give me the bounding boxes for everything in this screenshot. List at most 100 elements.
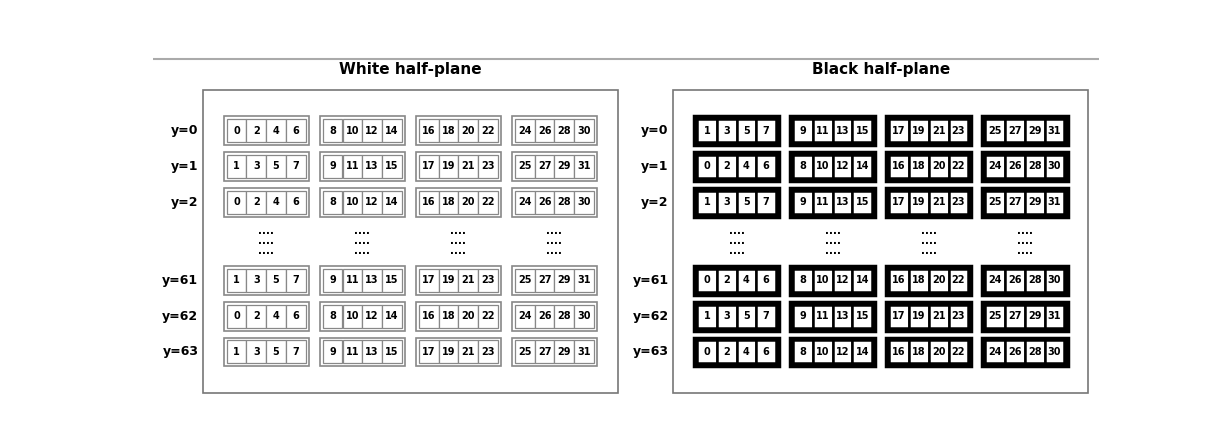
Text: 0: 0: [233, 311, 239, 321]
Bar: [479, 269, 498, 292]
Bar: [949, 305, 968, 327]
Text: 13: 13: [836, 311, 850, 321]
Bar: [415, 188, 501, 217]
Text: 11: 11: [816, 197, 829, 207]
Text: ....: ....: [547, 246, 563, 256]
Text: y=61: y=61: [632, 274, 669, 287]
Text: 16: 16: [422, 125, 436, 136]
Bar: [833, 269, 852, 292]
Bar: [982, 152, 1067, 181]
Text: 9: 9: [330, 276, 336, 285]
Text: 2: 2: [253, 311, 260, 321]
Text: 11: 11: [346, 276, 359, 285]
Text: 17: 17: [893, 125, 906, 136]
Bar: [756, 155, 777, 178]
Text: 23: 23: [481, 347, 495, 357]
Bar: [794, 191, 813, 214]
Bar: [479, 340, 498, 363]
Bar: [852, 155, 872, 178]
Text: 11: 11: [816, 311, 829, 321]
Bar: [415, 337, 501, 366]
Bar: [886, 188, 972, 217]
Bar: [363, 340, 382, 363]
Text: 2: 2: [723, 276, 730, 285]
Text: 1: 1: [703, 125, 711, 136]
Text: 0: 0: [703, 161, 711, 172]
Bar: [203, 90, 618, 392]
Text: 2: 2: [723, 161, 730, 172]
Bar: [227, 191, 247, 214]
Bar: [247, 305, 266, 327]
Bar: [852, 269, 872, 292]
Text: 13: 13: [365, 347, 379, 357]
Bar: [554, 340, 574, 363]
Bar: [343, 305, 363, 327]
Text: 14: 14: [385, 311, 398, 321]
Bar: [223, 116, 309, 145]
Bar: [515, 155, 535, 178]
Text: 30: 30: [578, 311, 591, 321]
Bar: [322, 340, 343, 363]
Bar: [736, 119, 756, 142]
Bar: [535, 155, 554, 178]
Text: 5: 5: [272, 347, 280, 357]
Text: 25: 25: [518, 276, 531, 285]
Text: ....: ....: [1017, 226, 1033, 236]
Bar: [1045, 191, 1065, 214]
Bar: [286, 269, 305, 292]
Text: 11: 11: [816, 125, 829, 136]
Text: 21: 21: [932, 197, 945, 207]
Text: 3: 3: [723, 125, 730, 136]
Text: 19: 19: [442, 347, 455, 357]
Bar: [852, 191, 872, 214]
Bar: [949, 269, 968, 292]
Text: 7: 7: [293, 347, 299, 357]
Text: 27: 27: [1009, 311, 1022, 321]
Text: ....: ....: [729, 246, 745, 256]
Bar: [833, 340, 852, 363]
Text: 8: 8: [800, 161, 807, 172]
Bar: [908, 191, 929, 214]
Text: 5: 5: [272, 276, 280, 285]
Text: 6: 6: [293, 311, 299, 321]
Text: 0: 0: [233, 197, 239, 207]
Text: 6: 6: [763, 347, 769, 357]
Bar: [320, 337, 405, 366]
Text: y=63: y=63: [632, 345, 669, 358]
Text: 1: 1: [703, 197, 711, 207]
Text: 27: 27: [537, 161, 552, 172]
Bar: [694, 188, 779, 217]
Text: 8: 8: [330, 125, 336, 136]
Text: 20: 20: [932, 161, 945, 172]
Text: y=2: y=2: [171, 196, 198, 209]
Text: 20: 20: [462, 125, 475, 136]
Bar: [419, 191, 438, 214]
Text: ....: ....: [824, 226, 841, 236]
Text: 14: 14: [856, 276, 869, 285]
Text: 21: 21: [462, 161, 475, 172]
Bar: [286, 191, 305, 214]
Bar: [1024, 155, 1045, 178]
Text: 19: 19: [912, 197, 926, 207]
Text: 3: 3: [723, 197, 730, 207]
Bar: [886, 337, 972, 366]
Bar: [833, 155, 852, 178]
Bar: [1024, 305, 1045, 327]
Bar: [515, 119, 535, 142]
Text: 16: 16: [422, 197, 436, 207]
Text: 9: 9: [800, 311, 806, 321]
Text: 31: 31: [1048, 125, 1061, 136]
Bar: [1024, 340, 1045, 363]
Bar: [1045, 340, 1065, 363]
Bar: [479, 305, 498, 327]
Bar: [1024, 269, 1045, 292]
Bar: [1045, 269, 1065, 292]
Text: 19: 19: [912, 125, 926, 136]
Bar: [756, 191, 777, 214]
Bar: [247, 340, 266, 363]
Text: 3: 3: [253, 347, 260, 357]
Bar: [697, 119, 717, 142]
Text: 10: 10: [346, 311, 359, 321]
Text: 24: 24: [518, 125, 531, 136]
Bar: [363, 269, 382, 292]
